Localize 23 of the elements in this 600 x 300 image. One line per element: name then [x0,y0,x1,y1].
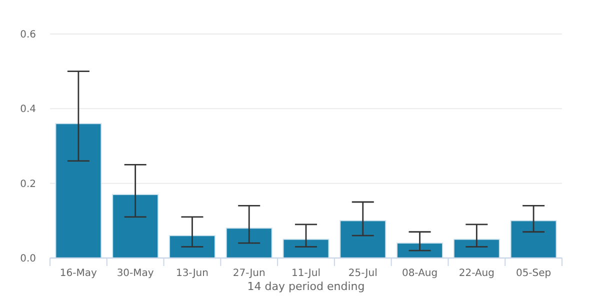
bar [55,123,102,258]
bar [282,238,330,258]
bar [510,220,557,258]
y-tick-label: 0.4 [20,104,36,116]
bar [453,238,500,258]
x-tick-label: 16-May [60,268,98,279]
bar [168,235,216,258]
x-tick-label: 27-Jun [232,268,266,279]
x-tick-label: 30-May [116,268,154,279]
x-tick-label: 05-Sep [516,268,552,279]
x-tick-label: 13-Jun [176,268,208,279]
bar [340,220,386,258]
x-tick-label: 11-Jul [292,268,320,279]
y-tick-label: 0.6 [20,30,36,40]
bar [226,228,272,258]
bar [112,194,159,258]
x-tick-label: 25-Jul [348,268,378,279]
bar [396,242,444,258]
y-tick-label: 0.2 [20,178,36,190]
x-tick-label: 22-Aug [458,268,494,279]
x-tick-label: 08-Aug [402,268,438,279]
y-tick-label: 0.0 [20,254,36,264]
x-axis-title: 14 day period ending [247,280,365,293]
